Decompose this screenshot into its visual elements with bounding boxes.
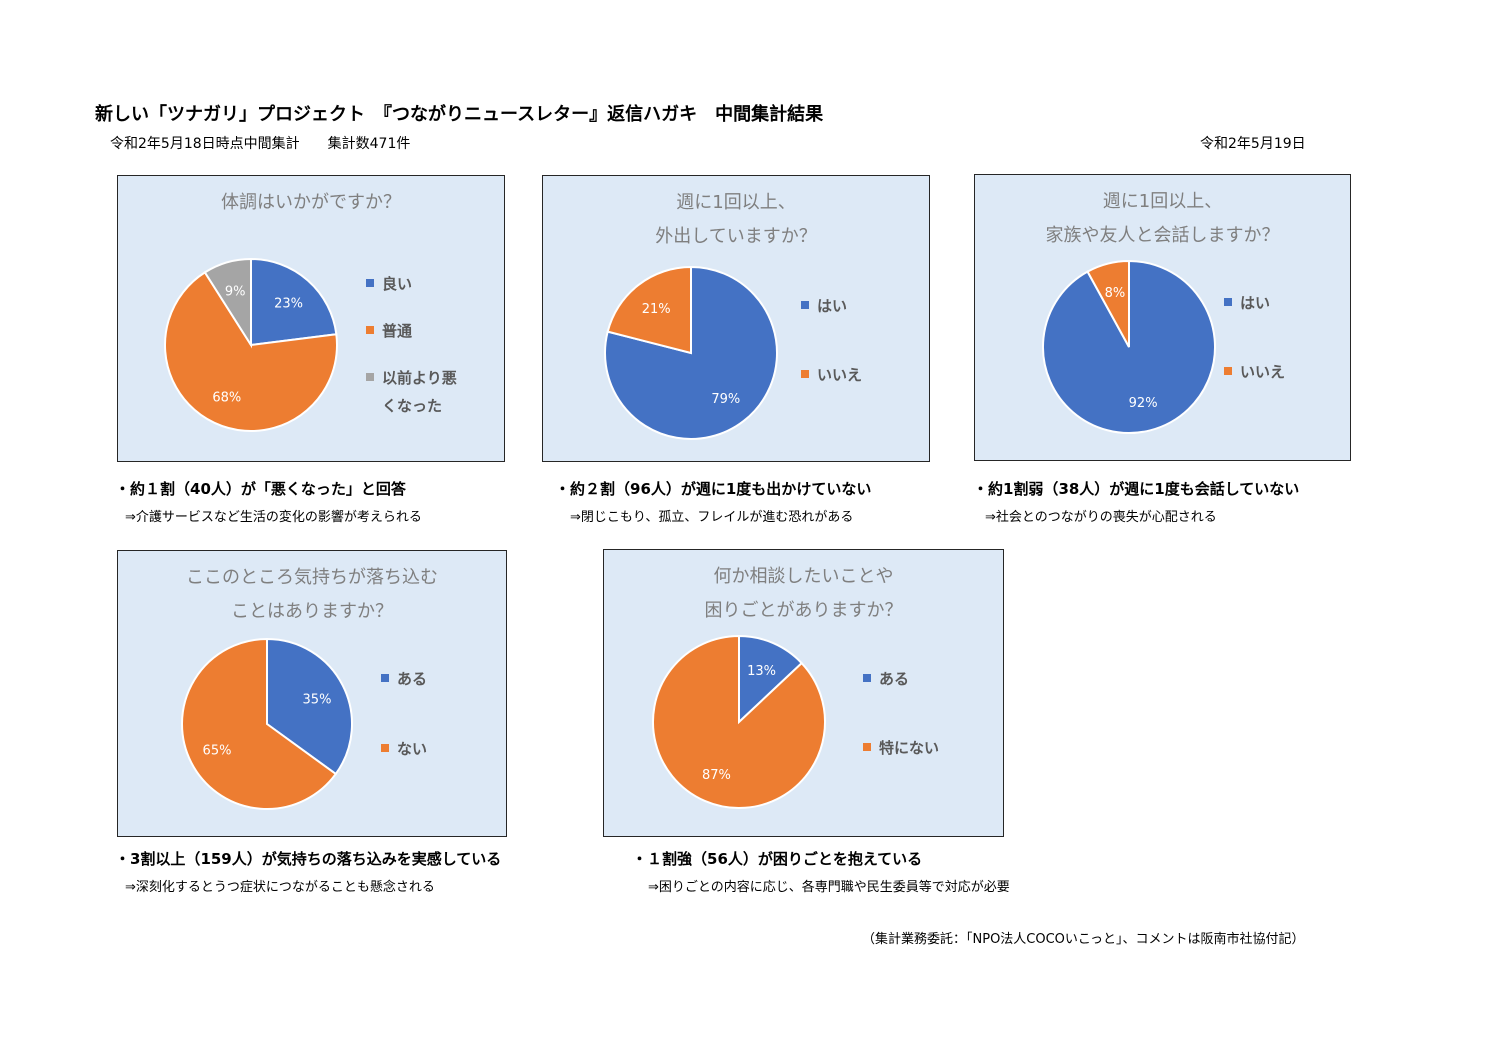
legend-item: いいえ xyxy=(801,361,862,389)
legend-swatch xyxy=(801,300,809,309)
data-label: 79% xyxy=(711,392,740,407)
note-mood: ・3割以上（159人）が気持ちの落ち込みを実感している xyxy=(115,850,502,868)
legend-swatch xyxy=(366,372,374,381)
legend-label: いいえ xyxy=(817,366,863,384)
legend-item: 普通 xyxy=(366,317,457,345)
legend: はい いいえ xyxy=(801,292,862,389)
data-label: 65% xyxy=(203,743,232,758)
legend-item: はい xyxy=(801,292,862,320)
data-label: 9% xyxy=(225,284,246,299)
legend-label: 特にない xyxy=(879,739,940,757)
legend-swatch xyxy=(366,325,374,334)
pie-slice-ない xyxy=(181,637,338,810)
legend-item: 特にない xyxy=(863,734,939,762)
legend-label: はい xyxy=(817,297,848,315)
footer-note: （集計業務委託：「NPO法人COCOいこっと」、コメントは阪南市社協付記） xyxy=(862,932,1305,947)
note-consultation: ・１割強（56人）が困りごとを抱えている xyxy=(632,850,923,868)
data-label: 68% xyxy=(212,390,241,405)
chart-title-line: 困りごとがありますか？ xyxy=(704,600,903,621)
legend-label: ある xyxy=(879,670,910,688)
legend-swatch xyxy=(381,673,389,682)
legend-item: はい xyxy=(1224,289,1285,317)
chart-panel-conversation: 週に1回以上、 家族や友人と会話しますか？ 92% 8% はい いいえ xyxy=(974,174,1351,461)
chart-title-line: 外出していますか？ xyxy=(655,226,817,247)
legend-swatch xyxy=(863,742,871,751)
legend-item: ある xyxy=(863,665,939,693)
legend-item: ない xyxy=(381,735,427,763)
pie-chart-consultation: 13% 87% xyxy=(652,634,826,809)
legend: はい いいえ xyxy=(1224,289,1285,386)
legend-item: 良い xyxy=(366,270,457,298)
chart-title-line: 何か相談したいことや xyxy=(713,566,894,587)
page-date: 令和2年5月19日 xyxy=(1200,136,1306,152)
pie-slice-はい xyxy=(604,265,778,440)
sub-note-conversation: ⇒社会とのつながりの喪失が心配される xyxy=(985,510,1217,525)
legend-label: はい xyxy=(1240,294,1271,312)
chart-title-line: ことはありますか？ xyxy=(231,601,393,622)
pie-slice-特にない xyxy=(652,634,826,809)
note-conversation: ・約1割弱（38人）が週に1度も会話していない xyxy=(973,480,1300,498)
note-going-out: ・約２割（96人）が週に1度も出かけていない xyxy=(555,480,872,498)
chart-title-line: 週に1回以上、 xyxy=(676,192,796,213)
chart-panel-health: 体調はいかがですか？ 23% 68% 9% 良い 普通 以前より悪 くなった xyxy=(117,175,505,462)
chart-title-line: 週に1回以上、 xyxy=(1102,191,1223,212)
legend-swatch xyxy=(863,673,871,682)
legend-label: 普通 xyxy=(382,322,413,340)
pie-chart-conversation: 92% 8% xyxy=(1042,259,1216,434)
note-health: ・約１割（40人）が「悪くなった」と回答 xyxy=(115,480,406,498)
sub-note-consultation: ⇒困りごとの内容に応じ、各専門職や民生委員等で対応が必要 xyxy=(648,880,1010,895)
pie-chart-going-out: 79% 21% xyxy=(604,265,778,440)
pie-slice-以前より悪くなった xyxy=(203,257,252,349)
legend-swatch xyxy=(366,278,374,287)
data-label: 23% xyxy=(274,296,303,311)
sub-note-health: ⇒介護サービスなど生活の変化の影響が考えられる xyxy=(125,510,422,525)
pie-chart-health: 23% 68% 9% xyxy=(164,257,338,432)
data-label: 87% xyxy=(702,768,731,783)
pie-slice-普通 xyxy=(164,271,338,432)
legend-item: いいえ xyxy=(1224,358,1285,386)
legend: ある ない xyxy=(381,665,427,763)
chart-title: 週に1回以上、 家族や友人と会話しますか？ xyxy=(975,185,1350,253)
sub-note-going-out: ⇒閉じこもり、孤立、フレイルが進む恐れがある xyxy=(570,510,854,525)
legend-swatch xyxy=(801,369,809,378)
chart-title-line: ここのところ気持ちが落ち込む xyxy=(186,567,438,588)
legend-swatch xyxy=(381,743,389,752)
chart-title: 週に1回以上、 外出していますか？ xyxy=(543,186,929,254)
legend-swatch xyxy=(1224,297,1232,306)
data-label: 35% xyxy=(303,693,332,708)
legend: 良い 普通 以前より悪 くなった xyxy=(366,270,457,420)
chart-panel-consultation: 何か相談したいことや 困りごとがありますか？ 13% 87% ある 特にない xyxy=(603,549,1004,837)
legend-swatch xyxy=(1224,366,1232,375)
data-label: 21% xyxy=(642,302,671,317)
pie-chart-mood: 35% 65% xyxy=(181,637,353,810)
data-label: 92% xyxy=(1129,396,1158,411)
page-title: 新しい「ツナガリ」プロジェクト 『つながりニュースレター』返信ハガキ 中間集計結… xyxy=(95,104,824,125)
chart-title: ここのところ気持ちが落ち込む ことはありますか？ xyxy=(118,561,506,629)
chart-title: 体調はいかがですか？ xyxy=(118,186,504,220)
legend-label: 良い xyxy=(382,275,413,293)
legend-label: 以前より悪 くなった xyxy=(382,369,457,415)
chart-panel-mood: ここのところ気持ちが落ち込む ことはありますか？ 35% 65% ある ない xyxy=(117,550,507,837)
legend-label: いいえ xyxy=(1240,363,1286,381)
legend-label: ある xyxy=(397,670,428,688)
chart-title-line: 家族や友人と会話しますか？ xyxy=(1045,225,1280,246)
pie-slice-ある xyxy=(266,637,353,776)
sub-note-mood: ⇒深刻化するとうつ症状につながることも懸念される xyxy=(125,880,435,895)
pie-slice-ある xyxy=(738,634,804,725)
legend: ある 特にない xyxy=(863,665,939,762)
chart-panel-going-out: 週に1回以上、 外出していますか？ 79% 21% はい いいえ xyxy=(542,175,930,462)
pie-slice-良い xyxy=(250,257,338,347)
page-subtitle: 令和2年5月18日時点中間集計 集計数471件 xyxy=(110,136,411,152)
pie-slice-いいえ xyxy=(606,265,692,355)
chart-title-line: 体調はいかがですか？ xyxy=(221,192,401,213)
legend-label: ない xyxy=(397,740,428,758)
data-label: 8% xyxy=(1105,286,1126,301)
chart-title: 何か相談したいことや 困りごとがありますか？ xyxy=(604,560,1003,628)
legend-item: ある xyxy=(381,665,427,693)
pie-slice-いいえ xyxy=(1086,259,1130,348)
legend-item: 以前より悪 くなった xyxy=(366,364,457,420)
data-label: 13% xyxy=(747,664,776,679)
